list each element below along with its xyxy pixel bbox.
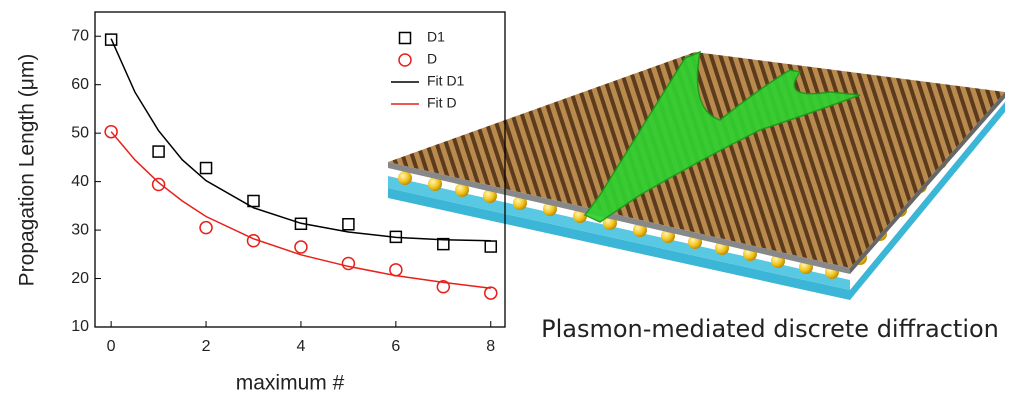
x-tick-label: 8 (486, 338, 495, 355)
fit-line (111, 39, 491, 241)
x-tick-label: 2 (202, 338, 211, 355)
y-tick-label: 30 (71, 221, 89, 238)
marker-circle (485, 287, 497, 299)
illustration: Plasmon-mediated discrete diffraction (388, 52, 1005, 343)
marker-square (201, 163, 212, 174)
x-tick-label: 6 (391, 338, 400, 355)
marker-square (153, 146, 164, 157)
y-tick-label: 50 (71, 124, 89, 141)
y-tick-label: 60 (71, 76, 89, 93)
x-tick-label: 0 (107, 338, 116, 355)
figure: Plasmon-mediated discrete diffraction ma… (0, 0, 1013, 402)
legend-marker (399, 54, 411, 66)
caption: Plasmon-mediated discrete diffraction (541, 315, 999, 343)
y-tick-label: 40 (71, 173, 89, 190)
y-tick-label: 20 (71, 270, 89, 287)
legend-text: Fit D1 (427, 73, 465, 89)
x-tick-label: 4 (296, 338, 305, 355)
legend-text: D1 (427, 29, 445, 45)
marker-circle (153, 179, 165, 191)
legend-text: D (427, 51, 437, 67)
marker-circle (390, 264, 402, 276)
y-tick-label: 10 (71, 318, 89, 335)
marker-square (343, 219, 354, 230)
x-axis-label: maximum # (236, 372, 345, 395)
marker-square (485, 241, 496, 252)
marker-circle (200, 222, 212, 234)
y-axis-label: Propagation Length (μm) (16, 54, 39, 287)
legend-text: Fit D (427, 95, 457, 111)
marker-circle (295, 241, 307, 253)
legend-marker (400, 33, 411, 44)
y-tick-label: 70 (71, 27, 89, 44)
